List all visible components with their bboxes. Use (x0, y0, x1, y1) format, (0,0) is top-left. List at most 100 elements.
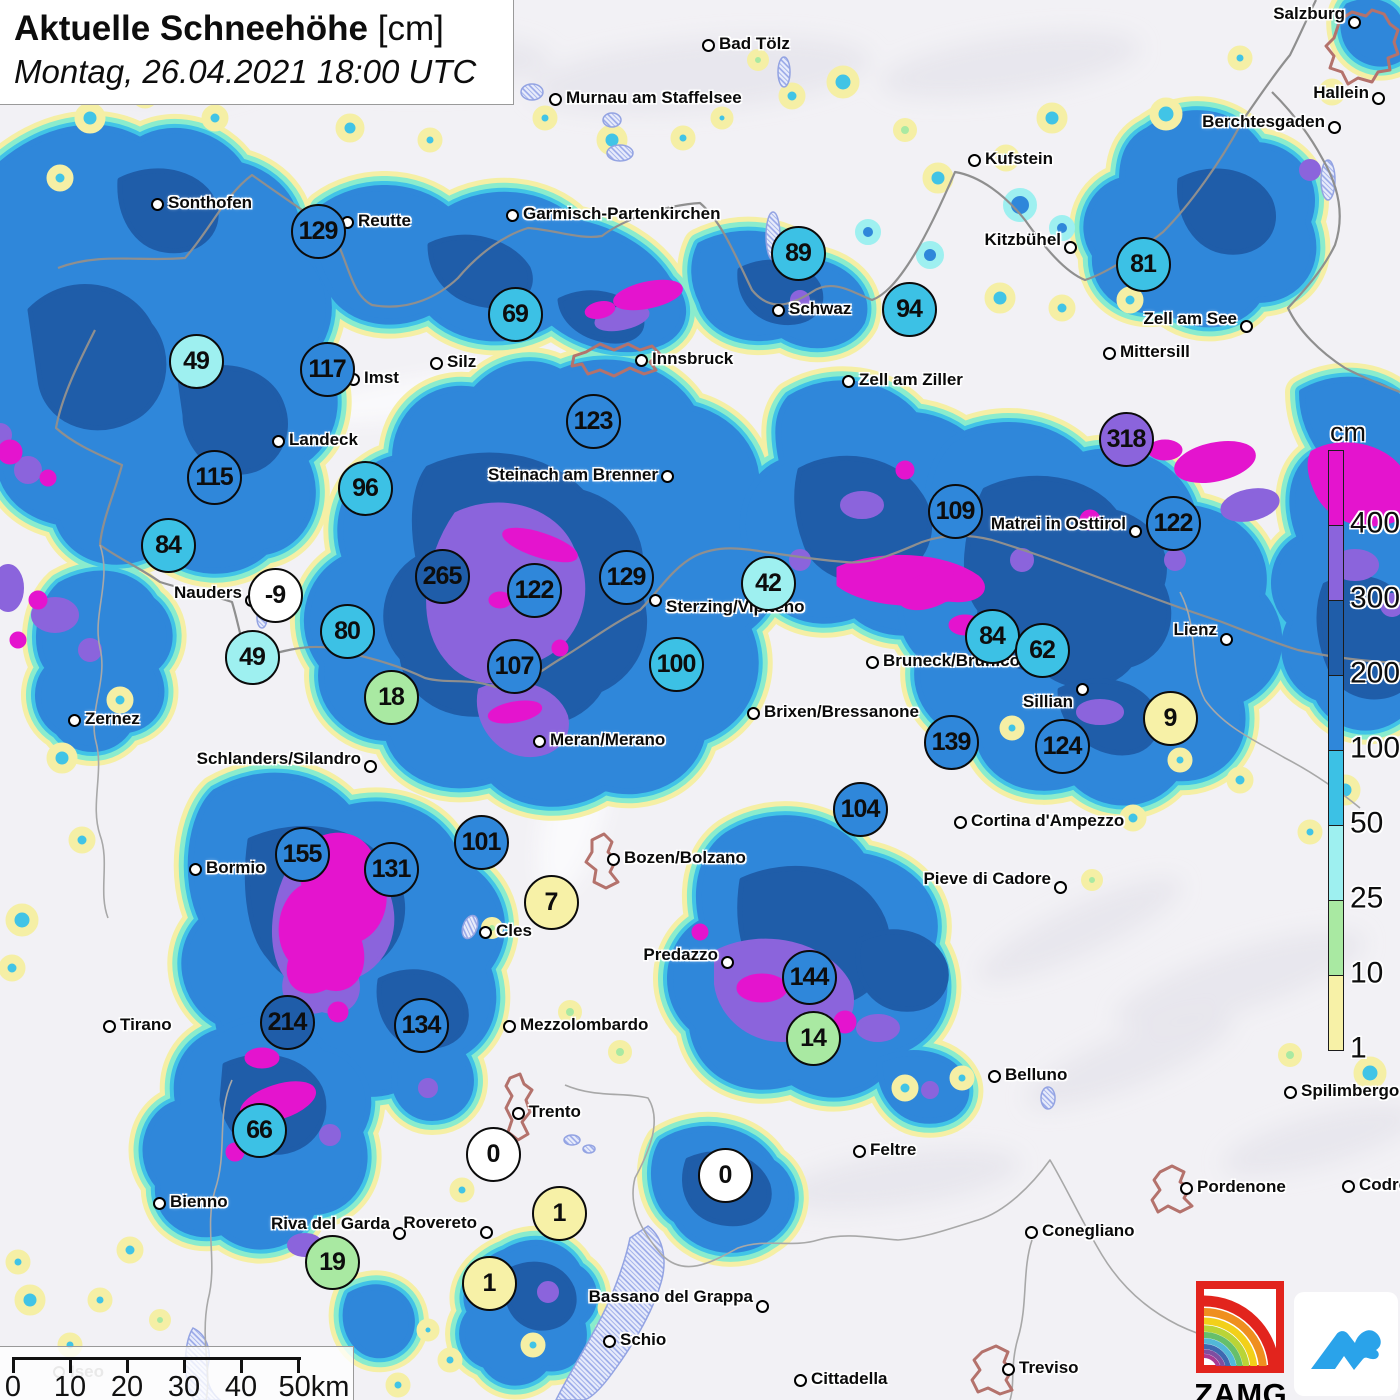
legend-color-segment (1328, 975, 1344, 1051)
city-label: Berchtesgaden (1202, 112, 1325, 131)
title-unit: [cm] (377, 9, 444, 48)
station-value-badge: 49 (224, 629, 280, 685)
station-value-badge: 139 (923, 714, 979, 770)
legend-tick-label: 100 (1350, 731, 1400, 765)
city-marker-icon (103, 1020, 116, 1033)
city-label: Conegliano (1042, 1221, 1135, 1240)
station-value-badge: 131 (363, 841, 419, 897)
city-marker-icon (151, 198, 164, 211)
city-marker-icon (503, 1020, 516, 1033)
city-marker-icon (954, 816, 967, 829)
city-marker-icon (1054, 881, 1067, 894)
station-value-badge: 155 (274, 826, 330, 882)
legend-tick-label: 400 (1350, 506, 1400, 540)
city-label: Belluno (1005, 1065, 1068, 1084)
city-label: Schwaz (789, 299, 852, 318)
station-value-badge: 0 (465, 1126, 521, 1182)
city-label: Zell am See (1143, 309, 1237, 328)
city-label: Riva del Garda (270, 1214, 390, 1233)
city-label: Matrei in Osttirol (990, 514, 1126, 533)
city-marker-icon (1129, 525, 1142, 538)
station-value-badge: 49 (168, 333, 224, 389)
city-label: Zernez (85, 709, 140, 728)
station-value-badge: 96 (337, 460, 393, 516)
city-marker-icon (747, 707, 760, 720)
scalebar-tick (240, 1357, 243, 1373)
city-marker-icon (480, 1226, 493, 1239)
legend-tick-label: 1 (1350, 1031, 1367, 1065)
city-marker-icon (603, 1335, 616, 1348)
scalebar: 0 10 20 30 40 50km (0, 1346, 354, 1400)
city-marker-icon (772, 304, 785, 317)
city-label: Predazzo (643, 945, 718, 964)
station-value-badge: 318 (1098, 411, 1154, 467)
city-marker-icon (842, 375, 855, 388)
city-label: Innsbruck (652, 349, 734, 368)
legend-color-segment (1328, 900, 1344, 976)
station-value-badge: 117 (299, 341, 355, 397)
station-value-badge: 123 (565, 393, 621, 449)
city-label: Codroipo (1359, 1175, 1400, 1194)
city-marker-icon (479, 926, 492, 939)
city-marker-icon (512, 1107, 525, 1120)
city-marker-icon (1064, 241, 1077, 254)
station-value-badge: -9 (247, 567, 303, 623)
scalebar-label: 10 (53, 1371, 87, 1400)
city-label: Mittersill (1120, 342, 1190, 361)
station-value-badge: 7 (523, 874, 579, 930)
city-label: Schio (620, 1330, 667, 1349)
city-label: Meran/Merano (550, 730, 666, 749)
station-value-badge: 129 (598, 549, 654, 605)
city-label: Bassano del Grappa (588, 1287, 753, 1306)
city-label: Mezzolombardo (520, 1015, 649, 1034)
station-value-badge: 14 (785, 1010, 841, 1066)
scalebar-label: 20 (110, 1371, 144, 1400)
legend-color-segment (1328, 675, 1344, 751)
station-value-badge: 89 (770, 225, 826, 281)
city-label: Feltre (870, 1140, 917, 1159)
scalebar-label: 50km (278, 1371, 350, 1400)
city-label: Zell am Ziller (859, 370, 963, 389)
scalebar-tick (12, 1357, 15, 1373)
city-label: Kufstein (985, 149, 1053, 168)
city-label: Cles (496, 921, 532, 940)
city-marker-icon (1025, 1226, 1038, 1239)
city-marker-icon (1342, 1180, 1355, 1193)
page-title: Aktuelle Schneehöhe [cm] (14, 9, 444, 48)
city-label: Murnau am Staffelsee (566, 88, 742, 107)
scalebar-label: 40 (224, 1371, 258, 1400)
city-label: Sonthofen (168, 193, 253, 212)
legend-color-segment (1328, 825, 1344, 901)
scalebar-tick (183, 1357, 186, 1373)
station-value-badge: 122 (1145, 495, 1201, 551)
station-value-badge: 124 (1034, 718, 1090, 774)
station-value-badge: 62 (1014, 622, 1070, 678)
legend-color-segment (1328, 450, 1344, 526)
city-label: Pordenone (1197, 1177, 1286, 1196)
city-label: Kitzbühel (984, 230, 1062, 249)
title-timestamp: Montag, 26.04.2021 18:00 UTC (14, 53, 477, 90)
station-value-badge: 9 (1142, 690, 1198, 746)
city-label: Cittadella (811, 1369, 888, 1388)
zamg-logo: ZAMG (1194, 1281, 1287, 1400)
city-label: Silz (447, 352, 477, 371)
zamg-rainbow-icon (1196, 1281, 1284, 1373)
city-marker-icon (968, 154, 981, 167)
city-label: Schlanders/Silandro (196, 749, 361, 768)
station-value-badge: 265 (414, 548, 470, 604)
city-marker-icon (1372, 92, 1385, 105)
station-value-badge: 107 (486, 638, 542, 694)
mountain-logo-icon (1311, 1330, 1381, 1370)
city-marker-icon (1328, 121, 1341, 134)
station-value-badge: 84 (964, 608, 1020, 664)
city-label: Garmisch-Partenkirchen (523, 204, 721, 223)
city-label: Cortina d'Ampezzo (971, 811, 1125, 830)
station-value-badge: 101 (453, 814, 509, 870)
city-marker-icon (1180, 1182, 1193, 1195)
city-marker-icon (866, 656, 879, 669)
city-marker-icon (1220, 633, 1233, 646)
station-value-badge: 122 (506, 562, 562, 618)
city-label: Landeck (289, 430, 358, 449)
city-label: Steinach am Brenner (487, 465, 658, 484)
